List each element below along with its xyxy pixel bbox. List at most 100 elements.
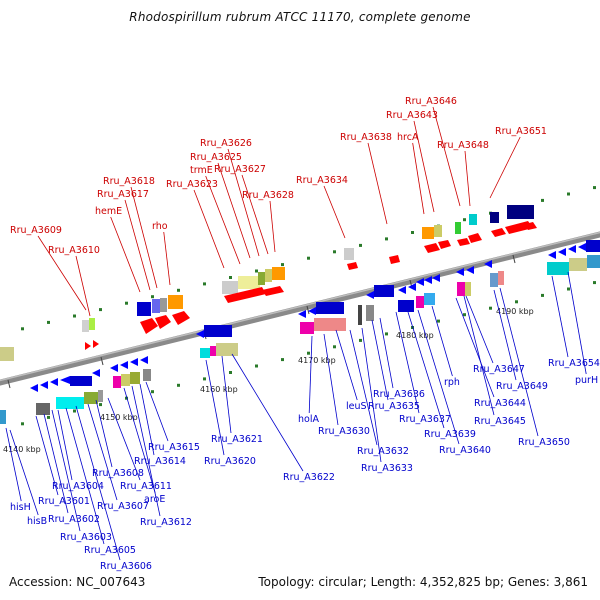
leader-line — [493, 289, 517, 381]
gene-arrow — [155, 315, 171, 329]
leader-line — [35, 415, 59, 496]
gene-label-bottom: Rru_A3650 — [518, 437, 570, 448]
gene-label-bottom: Rru_A3603 — [60, 532, 112, 543]
leader-line — [432, 106, 461, 207]
gene-arrow — [484, 260, 492, 268]
gene-label-top: Rru_A3625 — [190, 152, 242, 163]
scale-label: 4160 kbp — [200, 385, 238, 394]
gene-box — [89, 318, 95, 330]
gene-box — [416, 296, 424, 308]
scale-label: 4170 kbp — [298, 356, 336, 365]
gene-box — [168, 295, 183, 309]
leader-line — [51, 409, 81, 532]
guide-dot — [385, 237, 388, 241]
gene-label-bottom: Rru_A3644 — [474, 398, 526, 409]
leader-line — [455, 297, 495, 398]
guide-dot — [593, 281, 596, 285]
guide-dot — [203, 282, 206, 286]
guide-dot — [21, 422, 24, 426]
gene-box — [137, 302, 151, 316]
gene-box — [238, 276, 260, 289]
guide-dot — [307, 351, 310, 355]
gene-label-bottom: Rru_A3639 — [424, 429, 476, 440]
gene-label-bottom: hisB — [27, 516, 47, 527]
leader-line — [349, 329, 378, 446]
gene-label-bottom: Rru_A3612 — [140, 517, 192, 528]
leader-line — [139, 383, 155, 456]
guide-dot — [47, 415, 50, 419]
guide-dot — [177, 383, 180, 387]
leader-line — [205, 359, 225, 456]
leader-line — [335, 329, 358, 401]
guide-dot — [541, 293, 544, 297]
gene-box — [314, 318, 346, 331]
gene-box — [130, 372, 140, 384]
gene-arrow — [140, 318, 158, 334]
guide-dot — [255, 364, 258, 368]
gene-arrow — [298, 310, 306, 318]
leader-line — [551, 275, 569, 358]
gene-box — [204, 325, 232, 337]
gene-arrow — [92, 369, 100, 377]
gene-box — [222, 281, 238, 294]
gene-label-top: hemE — [95, 206, 122, 217]
gene-label-bottom: Rru_A3632 — [357, 446, 409, 457]
guide-dot — [541, 198, 544, 202]
guide-dot — [567, 192, 570, 196]
gene-box — [569, 258, 587, 271]
gene-box — [344, 248, 354, 260]
gene-arrow — [525, 222, 537, 230]
gene-arrow — [438, 240, 451, 249]
gene-box — [0, 410, 6, 424]
guide-dot — [567, 287, 570, 291]
gene-box — [160, 298, 167, 312]
leader-line — [463, 295, 495, 416]
gene-box — [0, 347, 14, 361]
leader-line — [231, 353, 304, 472]
gene-label-bottom: Rru_A3622 — [283, 472, 335, 483]
guide-dot — [151, 390, 154, 394]
gene-box — [422, 227, 434, 239]
gene-label-top: Rru_A3626 — [200, 138, 252, 149]
gene-arrow — [568, 245, 576, 253]
leader-line — [431, 305, 453, 377]
guide-dot — [307, 256, 310, 260]
gene-label-bottom: Rru_A3608 — [92, 468, 144, 479]
gene-label-top: Rru_A3638 — [340, 132, 392, 143]
leader-line — [371, 319, 389, 401]
leader-line — [407, 311, 445, 429]
gene-box — [98, 390, 103, 402]
gene-label-bottom: Rru_A3633 — [361, 463, 413, 474]
gene-box — [84, 392, 98, 404]
leader-line — [361, 327, 382, 463]
gene-label-top: Rru_A3651 — [495, 126, 547, 137]
gene-label-bottom: purH — [575, 375, 598, 386]
accession-label: Accession: NC_007643 — [9, 575, 146, 589]
gene-label-top: Rru_A3648 — [437, 140, 489, 151]
guide-dot — [593, 186, 596, 190]
leader-line — [145, 381, 169, 442]
gene-box — [216, 343, 238, 356]
gene-label-top: Rru_A3609 — [10, 225, 62, 236]
guide-dot — [177, 288, 180, 292]
leader-line — [567, 271, 587, 375]
gene-label-top: Rru_A3634 — [296, 175, 348, 186]
gene-label-bottom: Rru_A3636 — [373, 389, 425, 400]
gene-label-bottom: Rru_A3615 — [148, 442, 200, 453]
guide-dot — [333, 250, 336, 254]
gene-box — [586, 240, 600, 252]
guide-dot — [359, 338, 362, 342]
gene-label-bottom: hisH — [10, 502, 31, 513]
gene-label-bottom: aroE — [144, 494, 165, 505]
leader-line — [367, 142, 388, 225]
genome-summary: Topology: circular; Length: 4,352,825 bp… — [258, 575, 588, 589]
leader-line — [241, 174, 269, 255]
gene-arrow — [468, 233, 482, 243]
forward-strand-features — [82, 205, 537, 350]
guide-dot — [21, 327, 24, 331]
leader-line — [5, 427, 22, 502]
guide-dot — [47, 320, 50, 324]
gene-arrow — [424, 243, 440, 253]
gene-arrow — [224, 287, 266, 303]
